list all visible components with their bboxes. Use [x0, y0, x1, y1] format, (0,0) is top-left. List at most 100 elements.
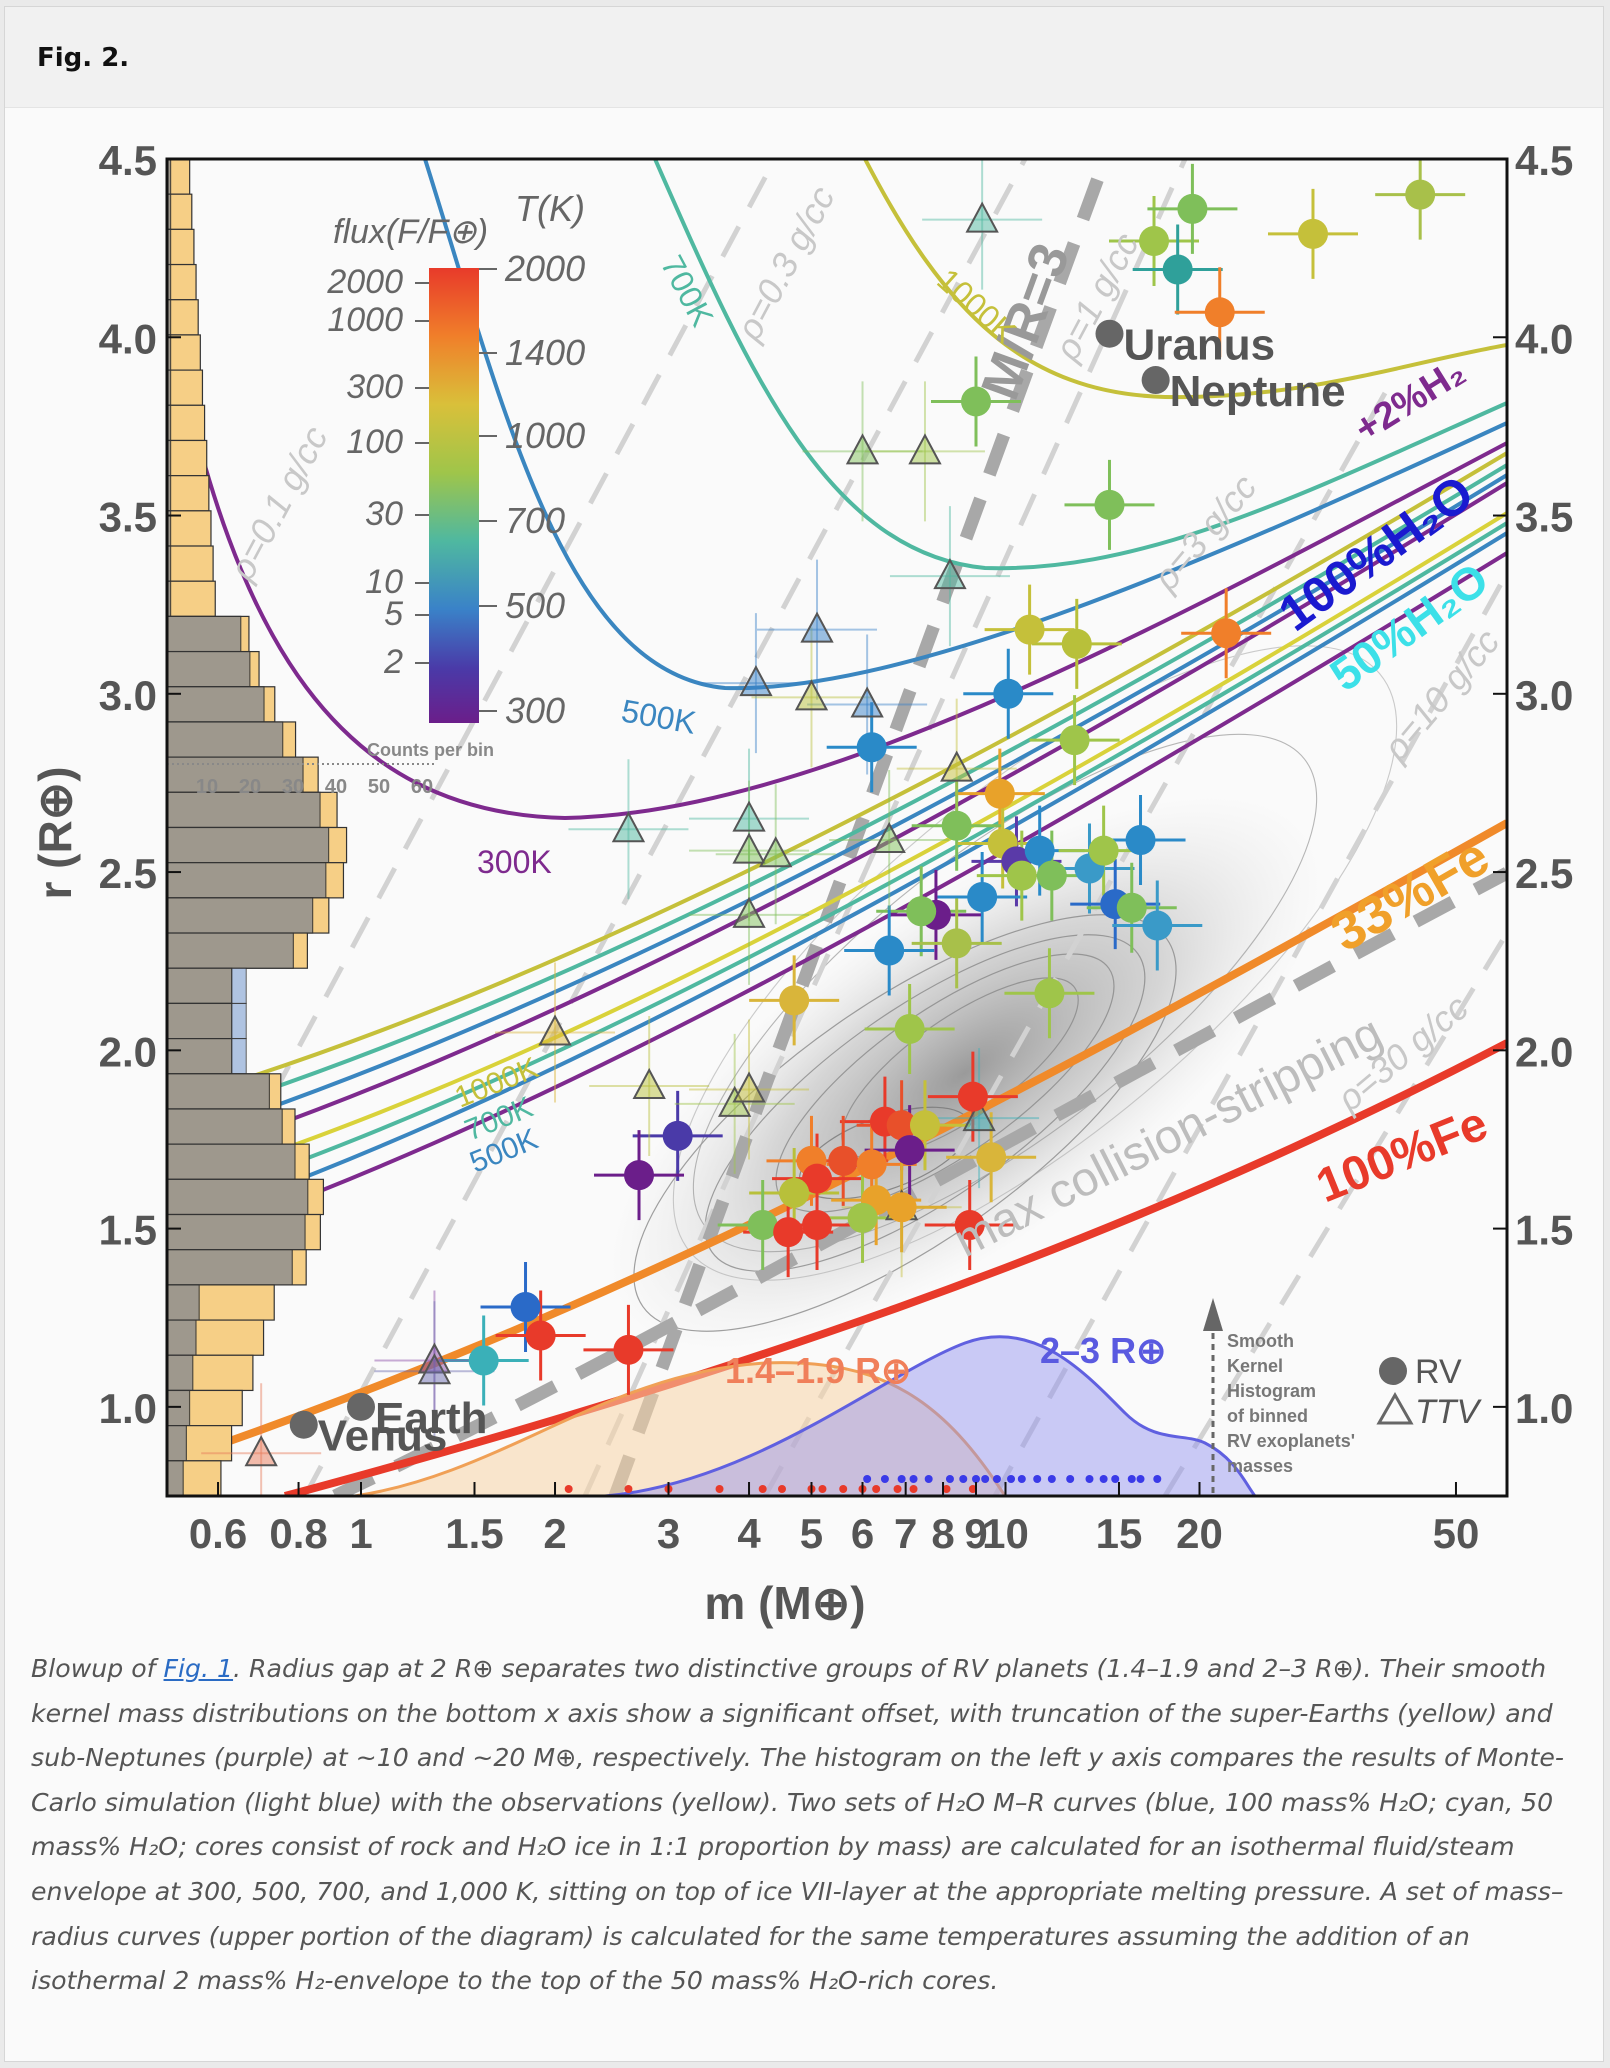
plot-frame	[165, 157, 1509, 1498]
kde-dot-small	[758, 1485, 767, 1493]
rv-point	[802, 1163, 833, 1194]
histogram-tick-label: 20	[239, 776, 261, 798]
histogram-bar-overlap	[167, 615, 242, 653]
histogram-tick-label: 10	[196, 776, 218, 798]
kde-dot-large	[1066, 1475, 1075, 1483]
rv-point	[773, 1217, 804, 1248]
ttv-point	[908, 433, 942, 465]
x-tick-label: 20	[1176, 1510, 1223, 1557]
flux-tick-label: 30	[365, 495, 403, 533]
rv-point	[957, 1081, 988, 1112]
histogram-tick-label: 60	[411, 776, 433, 798]
rv-point	[1297, 218, 1328, 249]
ttv-point	[940, 750, 974, 782]
curve-500k	[423, 159, 1507, 691]
x-tick-label: 10	[982, 1510, 1029, 1557]
x-tick-label: 9	[964, 1510, 987, 1557]
rv-point	[1059, 725, 1090, 756]
x-tick-label: 7	[894, 1510, 917, 1557]
planet-label: Venus	[318, 1412, 448, 1461]
histogram-bar-overlap	[167, 1249, 293, 1286]
ttv-point	[759, 836, 793, 868]
kde-dot-large	[1017, 1475, 1026, 1483]
kde-sample-dots	[564, 1475, 1162, 1493]
rv-point	[1125, 824, 1156, 855]
kde-note-line: masses	[1227, 1456, 1293, 1476]
histogram-bar-overlap	[167, 1002, 233, 1040]
y-tick-label-right: 3.0	[1515, 672, 1573, 719]
kde-note-line: RV exoplanets'	[1227, 1431, 1355, 1451]
ttv-point	[244, 1435, 278, 1467]
temp-tick-label: 500	[505, 585, 565, 626]
histogram-bar-overlap	[167, 1425, 187, 1462]
flux-tick-label: 2000	[326, 263, 403, 301]
rv-point	[802, 1210, 833, 1241]
y-tick-label-right: 3.5	[1515, 494, 1573, 541]
temp-tick-label: 2000	[504, 248, 585, 289]
rv-point	[525, 1320, 556, 1351]
histogram-bar-overlap	[167, 826, 330, 864]
y-tick-label-left: 3.5	[99, 494, 157, 541]
rv-point	[613, 1334, 644, 1365]
curve-1000k	[863, 159, 1507, 400]
y-tick-label-right: 1.0	[1515, 1385, 1573, 1432]
rv-point	[941, 928, 972, 959]
histogram-bar-observed	[167, 334, 201, 371]
density-label-1: ρ=0.3 g/cc	[727, 179, 842, 347]
rv-point	[510, 1292, 541, 1323]
kde-dot-large	[1099, 1475, 1108, 1483]
histogram-bar-simulated	[231, 1038, 247, 1075]
rv-point	[886, 1110, 917, 1141]
kde-dot-large	[1153, 1475, 1162, 1483]
rv-point	[1034, 978, 1065, 1009]
ttv-point	[965, 201, 999, 233]
rv-point	[1014, 614, 1045, 645]
kde-dot-small	[968, 1485, 977, 1493]
x-axis-label: m (M⊕)	[704, 1577, 865, 1629]
label-300k: 300K	[477, 844, 552, 880]
kde-dot-small	[909, 1485, 918, 1493]
kde-dot-small	[715, 1485, 724, 1493]
kde-dot-large	[945, 1475, 954, 1483]
x-tick-label: 2	[543, 1510, 566, 1557]
rv-point	[961, 386, 992, 417]
x-tick-label: 5	[800, 1510, 823, 1557]
histogram-tick-label: 50	[368, 776, 390, 798]
histogram-tick-label: 30	[282, 776, 304, 798]
kde-dot-large	[924, 1475, 933, 1483]
y-tick-label-left: 4.5	[99, 137, 157, 184]
rv-point	[468, 1345, 499, 1376]
rv-point	[1061, 628, 1092, 659]
figure-panel: Fig. 2.	[4, 6, 1604, 2062]
caption-text: . Radius gap at 2 R⊕ separates two disti…	[31, 1654, 1565, 1996]
histogram-bar-overlap	[167, 1319, 197, 1356]
rv-point	[847, 1202, 878, 1233]
ttv-point	[632, 1067, 666, 1099]
histogram-bar-simulated	[231, 1002, 247, 1040]
planet-label: Earth	[375, 1394, 487, 1443]
flux-tick-label: 1000	[327, 301, 403, 339]
histogram-bar-overlap	[167, 932, 294, 969]
histogram-bar-overlap	[167, 756, 304, 793]
kde-dot-large	[909, 1475, 918, 1483]
histogram-tick-label: 40	[325, 776, 347, 798]
kde-group-large: 2–3 R⊕	[1040, 1330, 1166, 1371]
rv-point	[828, 1145, 859, 1176]
histogram-bar-overlap	[167, 1038, 233, 1075]
histogram-bar-overlap	[167, 1389, 191, 1427]
y-tick-label-left: 1.0	[99, 1385, 157, 1432]
ttv-point	[739, 664, 773, 697]
histogram-axis-title: Counts per bin	[367, 740, 494, 760]
flux-tick-label: 2	[383, 643, 403, 681]
fig1-link[interactable]: Fig. 1	[163, 1654, 234, 1683]
y-tick-label-left: 2.0	[99, 1028, 157, 1075]
rv-point	[894, 1013, 925, 1044]
temp-ticks: 2000 1400 1000 700 500 300	[479, 248, 585, 731]
rv-point	[1036, 860, 1067, 891]
curve-300k	[173, 342, 1507, 821]
y-tick-label-left: 1.5	[99, 1207, 157, 1254]
histogram-bar-observed	[167, 404, 206, 442]
kde-dot-small	[818, 1485, 827, 1493]
